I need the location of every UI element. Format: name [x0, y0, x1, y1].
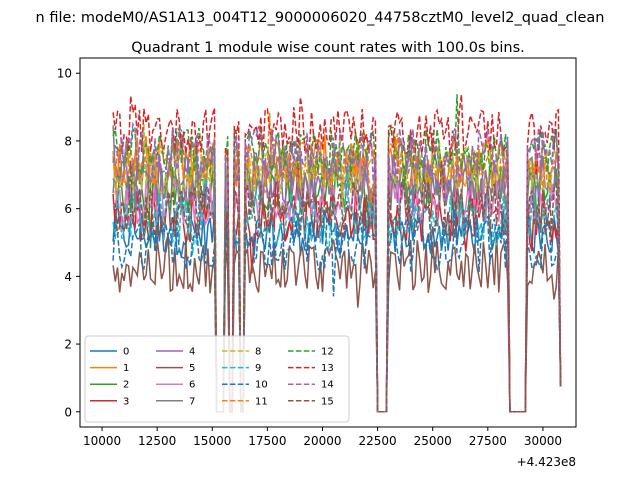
y-tick-label: 2 [64, 338, 72, 352]
series-line-14 [112, 121, 562, 413]
legend-label-9: 9 [255, 363, 261, 374]
legend-label-4: 4 [189, 347, 195, 358]
y-tick-label: 0 [64, 405, 72, 419]
figure-suptitle: n file: modeM0/AS1A13_004T12_9000006020_… [36, 10, 605, 26]
x-tick-label: 10000 [83, 434, 121, 448]
x-offset-label: +4.423e8 [517, 455, 576, 469]
y-axis: 0 2 4 6 8 10 [57, 67, 80, 419]
x-tick-label: 22500 [359, 434, 397, 448]
series-line-11 [112, 112, 562, 413]
series-line-8 [112, 123, 562, 413]
x-tick-label: 17500 [248, 434, 286, 448]
x-tick-label: 27500 [469, 434, 507, 448]
legend-label-5: 5 [189, 363, 195, 374]
legend-label-0: 0 [123, 347, 129, 358]
legend-box [84, 335, 350, 423]
legend-label-3: 3 [123, 396, 129, 407]
y-tick-label: 10 [57, 67, 72, 81]
chart-title: Quadrant 1 module wise count rates with … [131, 40, 525, 56]
legend-label-1: 1 [123, 363, 129, 374]
x-axis: 10000 12500 15000 17500 20000 22500 25000 27500… [83, 427, 562, 448]
legend-label-12: 12 [321, 347, 334, 358]
legend-label-7: 7 [189, 396, 195, 407]
series-line-5 [112, 232, 562, 413]
series-line-13 [112, 94, 562, 413]
series-line-10 [112, 203, 562, 413]
legend-label-6: 6 [189, 380, 195, 391]
x-tick-label: 25000 [414, 434, 452, 448]
x-tick-label: 15000 [193, 434, 231, 448]
x-tick-label: 30000 [524, 434, 562, 448]
series-line-15 [112, 160, 562, 413]
legend-label-15: 15 [321, 396, 334, 407]
x-tick-label: 20000 [303, 434, 341, 448]
series-line-6 [112, 156, 562, 413]
legend-label-11: 11 [255, 396, 268, 407]
y-tick-label: 4 [64, 270, 72, 284]
legend-label-10: 10 [255, 380, 268, 391]
legend-label-14: 14 [321, 380, 334, 391]
y-tick-label: 8 [64, 134, 72, 148]
axes-frame [79, 57, 577, 428]
series-lines [112, 94, 562, 413]
y-tick-label: 6 [64, 202, 72, 216]
x-tick-label: 12500 [138, 434, 176, 448]
legend-label-8: 8 [255, 347, 261, 358]
legend-label-13: 13 [321, 363, 334, 374]
legend-label-2: 2 [123, 380, 129, 391]
